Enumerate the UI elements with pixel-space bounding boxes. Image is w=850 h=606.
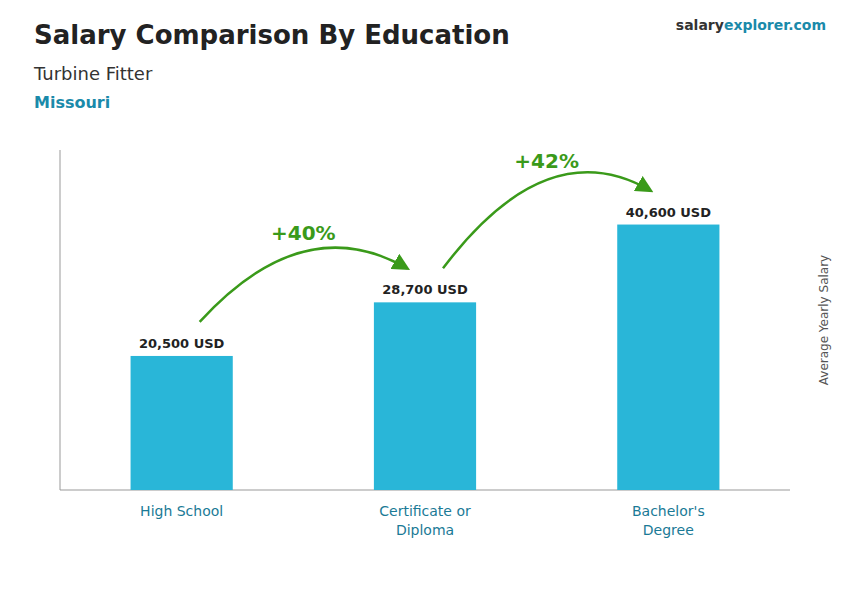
data-label: 40,600 USD [626, 205, 712, 220]
annotation: +42% [514, 149, 579, 173]
chart-svg: Salary Comparison By Education Turbine Fi… [0, 0, 850, 606]
annotation: +40% [271, 221, 336, 245]
data-label: 20,500 USD [139, 336, 225, 351]
x-tick-label: Bachelor'sDegree [632, 503, 705, 538]
bar [131, 356, 233, 490]
bars [131, 225, 720, 490]
title: Salary Comparison By Education [34, 20, 510, 50]
source-part: explorer.com [724, 17, 826, 33]
x-tick-label: Certificate orDiploma [379, 503, 471, 538]
bar [617, 225, 719, 490]
bar [374, 302, 476, 490]
chart-container: Salary Comparison By Education Turbine Fi… [0, 0, 850, 606]
source: salaryexplorer.com [676, 17, 826, 33]
y-axis-line [60, 150, 61, 490]
subtitle: Turbine Fitter [33, 63, 153, 84]
x-tick-label: High School [140, 503, 223, 519]
arc-arrow [200, 248, 407, 322]
source-part: salary [676, 17, 724, 33]
arc-arrow [443, 172, 650, 268]
subtitle: Missouri [34, 93, 110, 112]
data-label: 28,700 USD [382, 282, 468, 297]
y-axis-label: Average Yearly Salary [817, 255, 831, 385]
